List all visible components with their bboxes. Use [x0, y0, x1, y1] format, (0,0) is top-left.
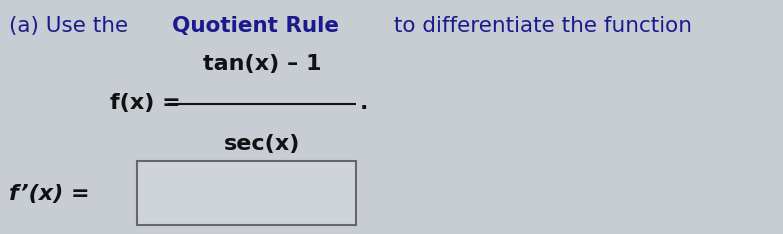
Text: (a) Use the: (a) Use the [9, 16, 135, 36]
Text: tan(x) – 1: tan(x) – 1 [203, 54, 322, 74]
Text: .: . [360, 93, 369, 113]
Text: f(x) =: f(x) = [110, 93, 180, 113]
Text: to differentiate the function: to differentiate the function [388, 16, 692, 36]
Text: Quotient Rule: Quotient Rule [172, 16, 339, 36]
Bar [137, 161, 356, 225]
Text: sec(x): sec(x) [224, 134, 301, 154]
Text: f’(x) =: f’(x) = [9, 184, 90, 204]
